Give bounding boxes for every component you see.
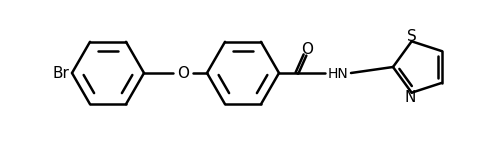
Text: O: O — [177, 66, 189, 80]
Text: O: O — [301, 41, 312, 57]
Text: HN: HN — [327, 67, 348, 81]
Text: N: N — [404, 90, 415, 105]
Text: S: S — [406, 29, 416, 44]
Text: Br: Br — [52, 66, 69, 80]
